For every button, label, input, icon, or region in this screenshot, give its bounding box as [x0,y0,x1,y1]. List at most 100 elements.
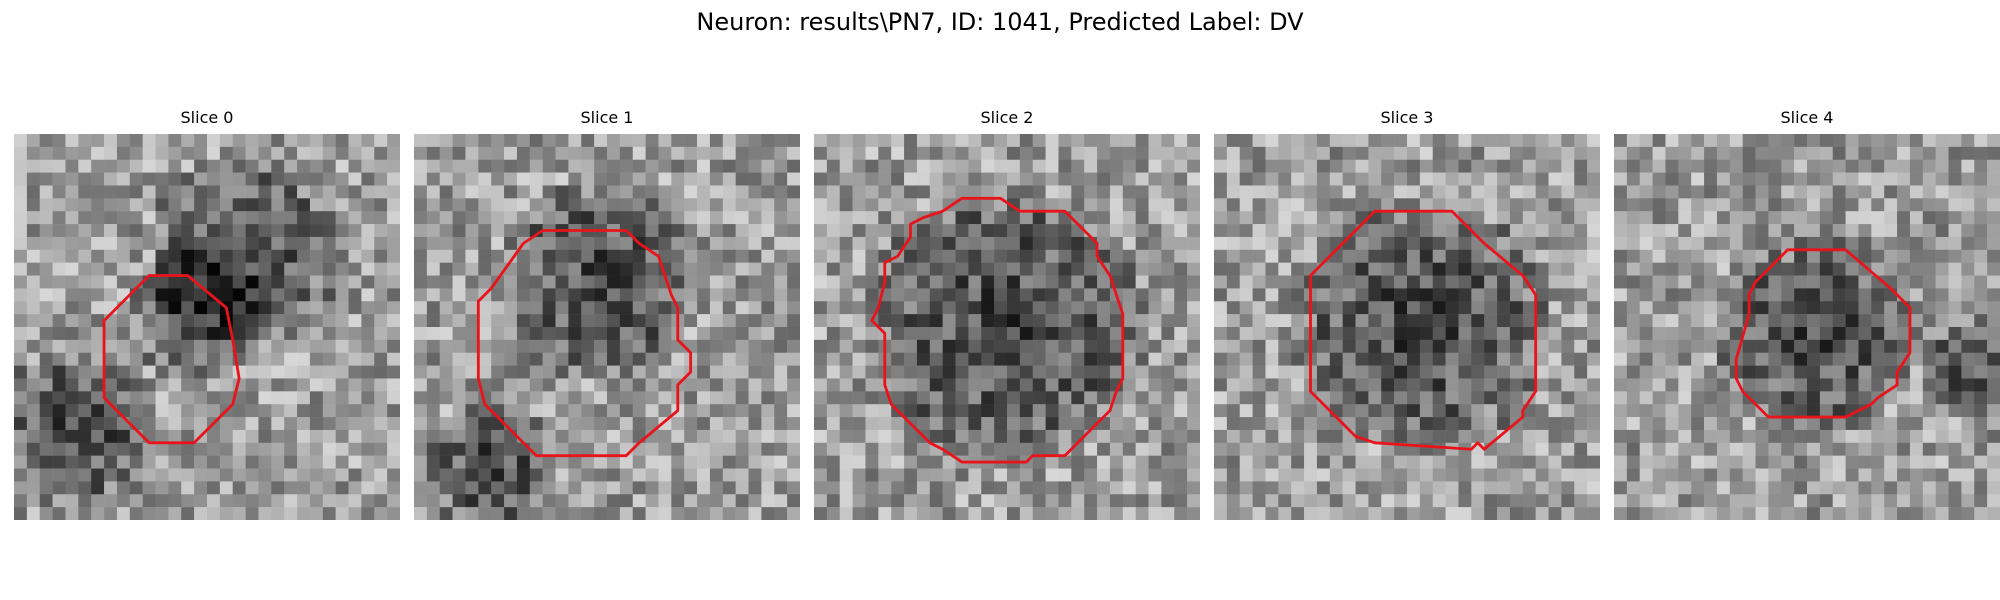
pixel [542,275,556,289]
pixel [1407,339,1421,353]
pixel [1832,417,1846,431]
pixel [65,404,79,418]
pixel [1252,146,1266,160]
pixel [761,262,775,276]
pixel [414,365,428,379]
pixel [555,236,569,251]
pixel [1871,352,1885,366]
pixel [1084,288,1098,302]
pixel [852,224,866,238]
pixel [78,468,92,482]
pixel [1587,301,1600,315]
pixel [1729,224,1743,238]
pixel [581,378,595,392]
pixel [1174,275,1188,289]
pixel [271,301,285,315]
pixel [1574,327,1588,341]
pixel [761,391,775,405]
pixel [387,468,400,482]
pixel [452,224,466,238]
pixel [1729,468,1743,482]
pixel [1071,494,1085,508]
pixel [1561,365,1575,379]
pixel [1458,288,1472,302]
pixel [91,249,105,263]
pixel [155,198,169,212]
pixel [1045,455,1059,469]
pixel [1535,327,1549,341]
pixel [65,339,79,353]
pixel [1768,352,1782,366]
pixel [852,262,866,276]
pixel [322,455,336,469]
pixel [194,288,208,302]
pixel [814,352,828,366]
pixel [814,327,828,341]
pixel [1226,236,1240,251]
pixel [155,249,169,263]
pixel [1071,249,1085,263]
pixel [814,288,828,302]
pixel [1922,417,1936,431]
pixel [1419,236,1433,251]
pixel [439,391,453,405]
pixel [748,288,762,302]
pixel [426,146,440,160]
pixel [1987,236,2000,251]
pixel [865,365,879,379]
pixel [1858,365,1872,379]
pixel [1626,494,1640,508]
pixel [1316,429,1331,444]
pixel [129,224,143,238]
pixel [645,494,659,508]
pixel [748,481,762,495]
pixel [1071,378,1085,392]
pixel [1987,468,2000,482]
pixel [155,365,169,379]
pixel [1109,185,1124,199]
pixel [761,236,775,251]
pixel [1187,378,1200,392]
pixel [1961,314,1975,328]
pixel [1407,352,1421,366]
pixel [1278,134,1292,148]
pixel [1058,481,1072,495]
pixel [26,417,40,431]
pixel [774,185,788,199]
pixel [1897,185,1911,199]
pixel [1897,275,1911,289]
pixel [1729,417,1743,431]
pixel [271,314,285,328]
pixel [1471,159,1485,173]
pixel [942,301,956,315]
pixel [722,198,736,212]
pixel [1291,417,1305,431]
pixel [814,481,828,495]
pixel [168,314,182,328]
pixel [1071,275,1085,289]
pixel [1768,455,1782,469]
pixel [1471,339,1485,353]
pixel [52,455,66,469]
pixel [142,198,156,212]
pixel [619,365,633,379]
pixel [414,159,428,173]
pixel [104,378,118,392]
pixel [697,494,711,508]
pixel [1987,288,2000,302]
pixel [542,455,556,469]
pixel [78,159,92,173]
pixel [1974,339,1988,353]
pixel [1032,275,1046,289]
pixel [1419,429,1433,444]
pixel [814,134,828,148]
pixel [1109,429,1124,444]
pixel [181,468,195,482]
pixel [1381,224,1395,238]
pixel [1948,211,1962,225]
pixel [52,352,66,366]
pixel [1884,198,1898,212]
pixel [271,404,285,418]
pixel [1445,172,1459,186]
pixel [284,378,298,392]
